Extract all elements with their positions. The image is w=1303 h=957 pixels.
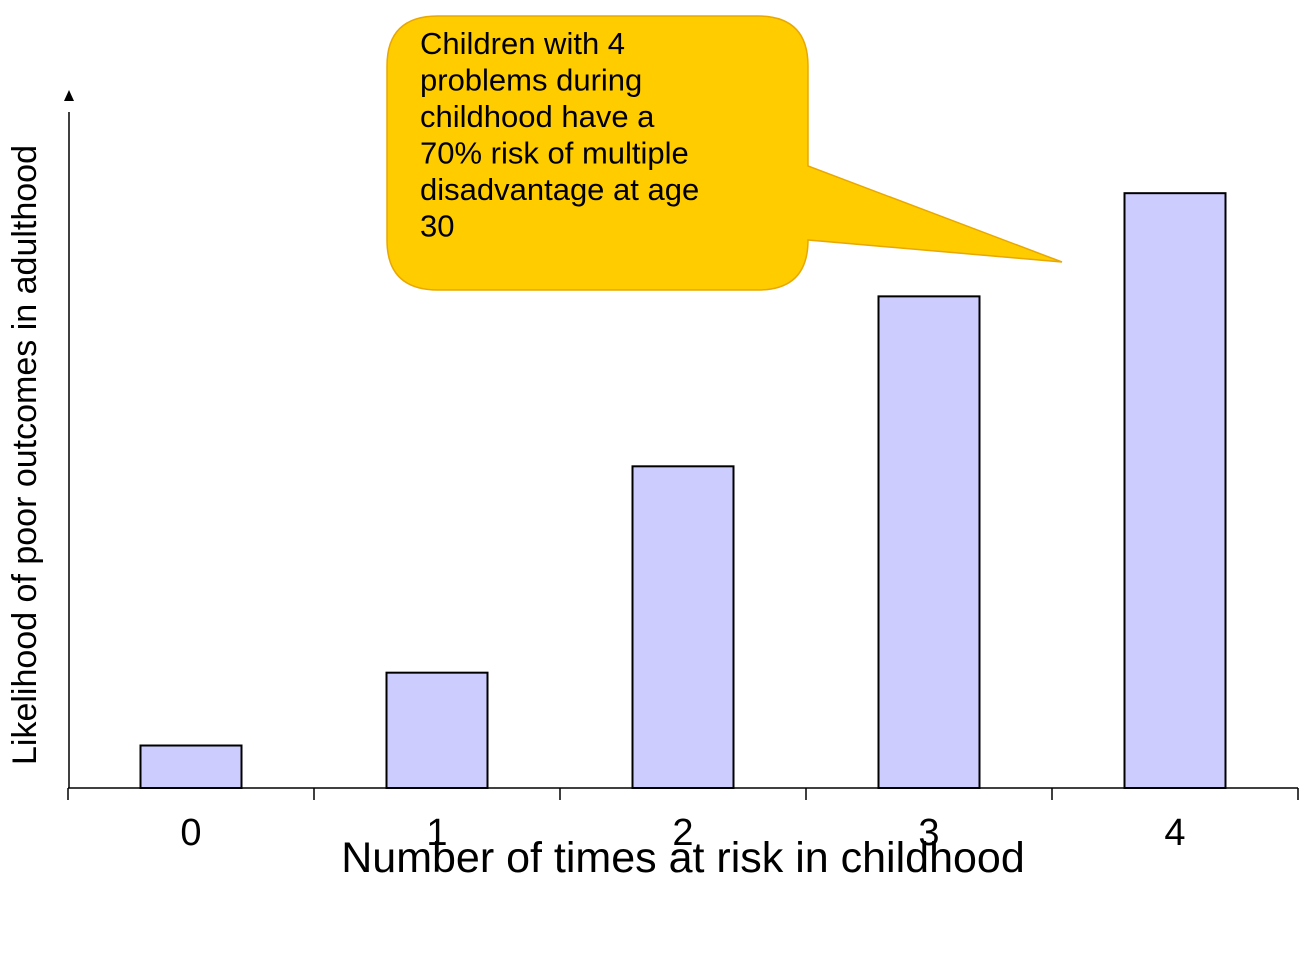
callout-line: problems during	[420, 63, 642, 98]
y-axis-arrow-icon	[64, 90, 74, 101]
bar-4	[1123, 192, 1227, 789]
bar-1	[385, 671, 489, 790]
callout-annotation: Children with 4 problems during childhood …	[386, 15, 1063, 291]
x-tick-label-0: 0	[180, 812, 201, 854]
bar-3	[877, 295, 981, 789]
x-tick-label-4: 4	[1164, 812, 1185, 854]
callout-bubble	[386, 15, 1063, 291]
callout-line: Children with 4	[420, 26, 625, 61]
callout-text: Children with 4 problems during childhood …	[420, 26, 699, 244]
bars-layer	[139, 192, 1227, 790]
callout-line: 30	[420, 209, 454, 244]
x-tick-label-3: 3	[918, 812, 939, 854]
tick-labels-layer: 0 1 2 3 4	[180, 812, 1185, 854]
callout-line: childhood have a	[420, 99, 655, 134]
ticks-layer	[67, 788, 1299, 800]
x-tick-label-2: 2	[672, 812, 693, 854]
bar-2	[631, 465, 735, 789]
x-axis-title: Number of times at risk in childhood	[341, 834, 1025, 882]
bar-0	[139, 744, 243, 790]
x-tick-label-1: 1	[426, 812, 447, 854]
y-axis-title: Likelihood of poor outcomes in adulthood	[6, 145, 44, 765]
callout-line: 70% risk of multiple	[420, 136, 689, 171]
callout-line: disadvantage at age	[420, 172, 699, 207]
